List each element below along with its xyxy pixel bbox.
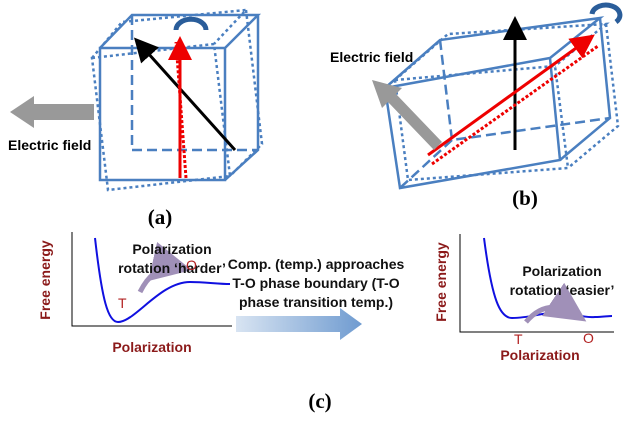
panel-a: Electric field (a): [8, 10, 262, 229]
y-axis-label: Free energy: [433, 242, 449, 322]
energy-plot-harder: Free energy Polarization Polarization ro…: [37, 232, 232, 355]
rotation-arrow: [176, 19, 206, 30]
note: Polarization: [522, 263, 601, 279]
state-label: O: [583, 330, 594, 346]
state-label: T: [118, 295, 127, 311]
transition: Comp. (temp.) approaches T-O phase bound…: [228, 256, 405, 340]
x-axis-label: Polarization: [112, 339, 191, 355]
panel-label: (a): [148, 205, 173, 229]
caption: (c): [308, 389, 331, 413]
x-axis-label: Polarization: [500, 347, 579, 363]
state-label: O: [186, 257, 197, 273]
note: Polarization: [132, 241, 211, 257]
field-arrow: [10, 96, 94, 128]
panel-label: (b): [512, 186, 538, 210]
tilted-cube: [395, 24, 618, 180]
field-arrow: [372, 80, 442, 150]
note: rotation ‘harder’: [118, 260, 226, 276]
panel-b: Electric field (b): [330, 5, 620, 210]
y-axis-label: Free energy: [37, 240, 53, 320]
transition-text: Comp. (temp.) approaches: [228, 256, 405, 272]
transition-text: phase transition temp.): [239, 294, 393, 310]
rotation-arrow: [526, 307, 578, 322]
note: rotation ‘easier’: [510, 282, 615, 298]
figure: Electric field (a) Electric field (b) Fr…: [0, 0, 643, 429]
cube-hidden: [400, 40, 610, 188]
transition-arrow: [236, 308, 362, 340]
energy-plot-easier: Free energy Polarization Polarization ro…: [433, 234, 614, 363]
field-label: Electric field: [8, 137, 91, 153]
transition-text: T-O phase boundary (T-O: [232, 275, 399, 291]
state-label: T: [514, 331, 523, 347]
field-label: Electric field: [330, 49, 413, 65]
polarization-arrow: [428, 38, 590, 155]
